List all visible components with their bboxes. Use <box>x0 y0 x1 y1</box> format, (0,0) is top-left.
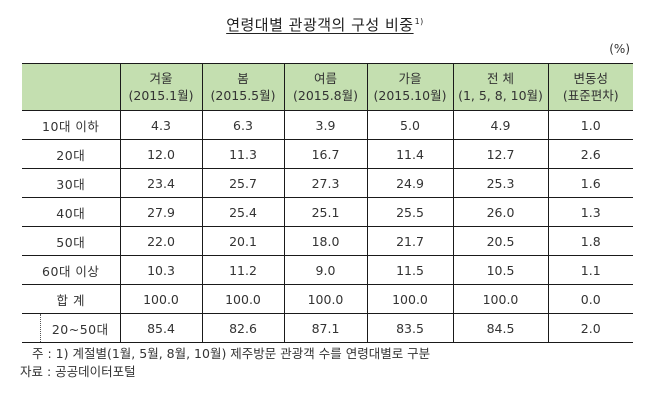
row-label: 60대 이상 <box>22 255 120 285</box>
table-row: 60대 이상 10.3 11.2 9.0 11.5 10.5 1.1 <box>22 255 633 285</box>
title-text: 연령대별 관광객의 구성 비중 <box>226 16 414 34</box>
header-spring: 봄 (2015.5월) <box>201 63 284 111</box>
cell-autumn: 11.4 <box>366 139 453 169</box>
cell-winter: 10.3 <box>119 255 202 285</box>
cell-summer: 3.9 <box>283 110 367 140</box>
cell-autumn: 11.5 <box>366 255 453 285</box>
cell-total: 4.9 <box>452 110 548 140</box>
cell-total: 100.0 <box>452 284 548 314</box>
cell-volatility: 1.1 <box>547 255 633 285</box>
cell-total: 12.7 <box>452 139 548 169</box>
cell-volatility: 1.0 <box>547 110 633 140</box>
header-row: 겨울 (2015.1월) 봄 (2015.5월) 여름 (2015.8월) 가을 (20… <box>22 63 633 111</box>
cell-autumn: 5.0 <box>366 110 453 140</box>
row-label: 50대 <box>22 226 120 256</box>
cell-spring: 11.2 <box>201 255 284 285</box>
cell-spring: 6.3 <box>201 110 284 140</box>
cell-summer: 16.7 <box>283 139 367 169</box>
cell-total: 26.0 <box>452 197 548 227</box>
header-autumn: 가을 (2015.10월) <box>366 63 453 111</box>
row-label: 30대 <box>22 168 120 198</box>
age-composition-table: 겨울 (2015.1월) 봄 (2015.5월) 여름 (2015.8월) 가을 (20… <box>22 63 633 343</box>
cell-winter: 4.3 <box>119 110 202 140</box>
cell-spring: 100.0 <box>201 284 284 314</box>
footnote-note: 주 : 1) 계절별(1월, 5월, 8월, 10월) 제주방문 관광객 수를 … <box>32 346 431 361</box>
table-row: 10대 이하 4.3 6.3 3.9 5.0 4.9 1.0 <box>22 110 633 140</box>
table-row-total: 합 계 100.0 100.0 100.0 100.0 100.0 0.0 <box>22 284 633 314</box>
footnotes: 주 : 1) 계절별(1월, 5월, 8월, 10월) 제주방문 관광객 수를 … <box>20 345 430 381</box>
table-row-subtotal: 20~50대 85.4 82.6 87.1 83.5 84.5 2.0 <box>22 313 633 343</box>
cell-summer: 27.3 <box>283 168 367 198</box>
title-footnote-marker: 1) <box>414 17 424 26</box>
cell-winter: 12.0 <box>119 139 202 169</box>
cell-summer: 25.1 <box>283 197 367 227</box>
cell-summer: 18.0 <box>283 226 367 256</box>
cell-summer: 9.0 <box>283 255 367 285</box>
cell-volatility: 2.0 <box>547 313 633 343</box>
cell-winter: 22.0 <box>119 226 202 256</box>
table-row: 30대 23.4 25.7 27.3 24.9 25.3 1.6 <box>22 168 633 198</box>
cell-volatility: 1.6 <box>547 168 633 198</box>
row-label: 10대 이하 <box>22 110 120 140</box>
cell-total: 10.5 <box>452 255 548 285</box>
table-row: 20대 12.0 11.3 16.7 11.4 12.7 2.6 <box>22 139 633 169</box>
footnote-source: 자료 : 공공데이터포털 <box>20 364 136 379</box>
row-label: 20대 <box>22 139 120 169</box>
cell-autumn: 100.0 <box>366 284 453 314</box>
header-volatility: 변동성 (표준편차) <box>547 63 633 111</box>
table-title: 연령대별 관광객의 구성 비중1) <box>0 14 650 35</box>
unit-label: (%) <box>609 42 630 56</box>
cell-winter: 100.0 <box>119 284 202 314</box>
cell-volatility: 2.6 <box>547 139 633 169</box>
cell-volatility: 0.0 <box>547 284 633 314</box>
header-winter: 겨울 (2015.1월) <box>119 63 202 111</box>
cell-spring: 25.7 <box>201 168 284 198</box>
cell-total: 84.5 <box>452 313 548 343</box>
cell-summer: 100.0 <box>283 284 367 314</box>
cell-winter: 23.4 <box>119 168 202 198</box>
header-total: 전 체 (1, 5, 8, 10월) <box>452 63 548 111</box>
row-label: 합 계 <box>22 284 120 314</box>
cell-total: 25.3 <box>452 168 548 198</box>
cell-autumn: 25.5 <box>366 197 453 227</box>
cell-volatility: 1.8 <box>547 226 633 256</box>
cell-winter: 85.4 <box>119 313 202 343</box>
cell-winter: 27.9 <box>119 197 202 227</box>
cell-spring: 20.1 <box>201 226 284 256</box>
row-label: 20~50대 <box>22 313 120 343</box>
cell-spring: 25.4 <box>201 197 284 227</box>
cell-summer: 87.1 <box>283 313 367 343</box>
cell-spring: 82.6 <box>201 313 284 343</box>
cell-autumn: 83.5 <box>366 313 453 343</box>
cell-total: 20.5 <box>452 226 548 256</box>
header-summer: 여름 (2015.8월) <box>283 63 367 111</box>
table-row: 40대 27.9 25.4 25.1 25.5 26.0 1.3 <box>22 197 633 227</box>
cell-volatility: 1.3 <box>547 197 633 227</box>
cell-autumn: 24.9 <box>366 168 453 198</box>
table-row: 50대 22.0 20.1 18.0 21.7 20.5 1.8 <box>22 226 633 256</box>
header-corner <box>22 63 120 111</box>
cell-spring: 11.3 <box>201 139 284 169</box>
row-label: 40대 <box>22 197 120 227</box>
cell-autumn: 21.7 <box>366 226 453 256</box>
